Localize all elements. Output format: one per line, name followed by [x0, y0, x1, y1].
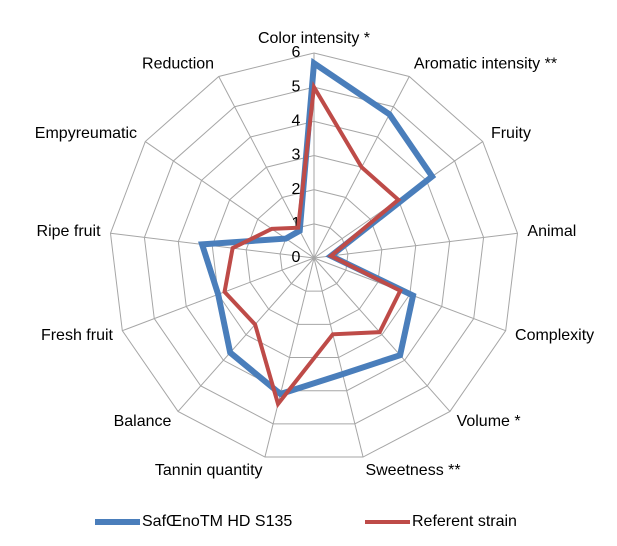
category-label: Complexity	[515, 327, 594, 344]
category-label: Aromatic intensity **	[414, 55, 557, 72]
category-label: Empyreumatic	[35, 125, 137, 142]
category-label: Volume *	[457, 413, 521, 430]
category-label: Fresh fruit	[41, 327, 114, 344]
category-label: Tannin quantity	[155, 462, 263, 479]
spoke	[313, 257, 364, 458]
spoke	[313, 257, 451, 412]
r-tick-label: 0	[292, 249, 301, 266]
spoke	[313, 232, 518, 259]
category-label: Balance	[114, 413, 172, 430]
series-line	[198, 57, 437, 398]
category-label: Color intensity *	[258, 30, 370, 47]
category-label: Sweetness **	[365, 462, 460, 479]
spoke	[177, 257, 315, 412]
category-label: Fruity	[491, 125, 531, 142]
r-tick-label: 5	[292, 78, 301, 95]
grid-ring	[177, 120, 451, 392]
r-tick-label: 6	[292, 44, 301, 61]
r-tick-label: 4	[292, 113, 301, 130]
category-label: Animal	[527, 223, 576, 240]
spoke	[264, 257, 315, 458]
r-tick-label: 3	[292, 147, 301, 164]
series-line	[222, 81, 403, 409]
grid-ring	[143, 86, 485, 425]
legend-label: SafŒnoTM HD S135	[142, 513, 292, 530]
grid-ring	[109, 52, 519, 458]
category-label: Reduction	[142, 55, 214, 72]
r-tick-label: 1	[292, 215, 301, 232]
r-tick-label: 2	[292, 181, 301, 198]
category-label: Ripe fruit	[37, 223, 102, 240]
legend-label: Referent strain	[412, 513, 517, 530]
